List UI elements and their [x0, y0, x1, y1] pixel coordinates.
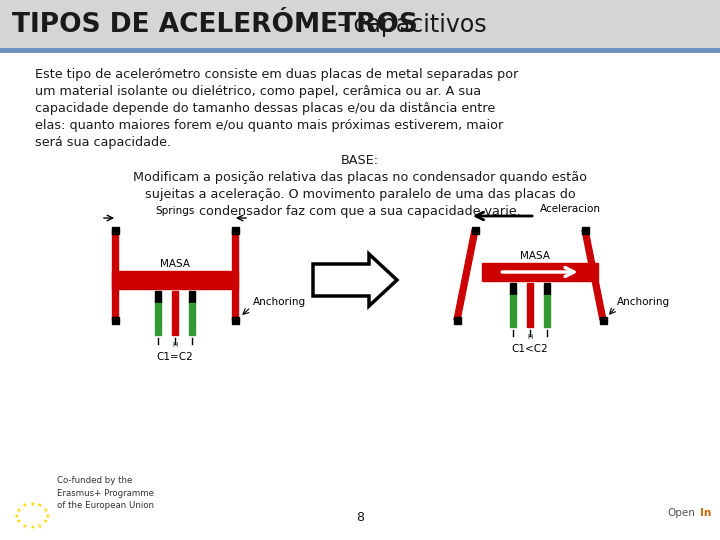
Text: BASE:: BASE: — [341, 154, 379, 167]
Text: C1<C2: C1<C2 — [512, 344, 549, 354]
Text: ★: ★ — [42, 519, 48, 524]
Text: sujeitas a aceleração. O movimento paralelo de uma das placas do: sujeitas a aceleração. O movimento paral… — [145, 188, 575, 201]
Bar — [544, 283, 550, 295]
Bar — [155, 303, 161, 335]
Bar — [172, 291, 178, 335]
Text: MASA: MASA — [520, 251, 550, 261]
Text: TIPOS DE ACELERÓMETROS: TIPOS DE ACELERÓMETROS — [12, 12, 418, 38]
Text: Anchoring: Anchoring — [617, 297, 670, 307]
Polygon shape — [582, 230, 606, 320]
Text: será sua capacidade.: será sua capacidade. — [35, 136, 171, 149]
Text: Este tipo de acelerómetro consiste em duas placas de metal separadas por: Este tipo de acelerómetro consiste em du… — [35, 68, 518, 81]
Bar — [582, 226, 588, 233]
Text: H: H — [527, 334, 533, 340]
Text: ★: ★ — [42, 508, 48, 512]
Text: ★: ★ — [16, 508, 22, 512]
Text: - capacitivos: - capacitivos — [330, 13, 487, 37]
Bar — [155, 291, 161, 303]
Polygon shape — [313, 254, 397, 306]
Bar — [482, 263, 598, 281]
Bar — [232, 230, 238, 320]
Text: ★: ★ — [37, 503, 42, 509]
Text: Aceleracion: Aceleracion — [540, 204, 601, 214]
Bar — [510, 295, 516, 327]
Text: Anchoring: Anchoring — [253, 297, 306, 307]
Text: In: In — [700, 508, 711, 518]
Bar — [189, 291, 195, 303]
Bar — [544, 295, 550, 327]
Text: C1=C2: C1=C2 — [157, 352, 194, 362]
Bar — [472, 226, 479, 233]
Text: ★: ★ — [30, 525, 35, 530]
Bar — [0, 0, 720, 50]
Bar — [112, 316, 119, 323]
Polygon shape — [454, 230, 478, 320]
Bar — [112, 226, 119, 233]
Bar — [189, 303, 195, 335]
Text: H: H — [172, 342, 178, 348]
Text: condensador faz com que a sua capacidade varie.: condensador faz com que a sua capacidade… — [199, 205, 521, 218]
Text: MASA: MASA — [160, 259, 190, 269]
Bar — [600, 316, 606, 323]
Text: ★: ★ — [22, 523, 27, 529]
Text: elas: quanto maiores forem e/ou quanto mais próximas estiverem, maior: elas: quanto maiores forem e/ou quanto m… — [35, 119, 503, 132]
Text: um material isolante ou dielétrico, como papel, cerâmica ou ar. A sua: um material isolante ou dielétrico, como… — [35, 85, 481, 98]
Text: ★: ★ — [22, 503, 27, 509]
Bar — [112, 271, 238, 289]
Bar — [232, 226, 238, 233]
Text: capacidade depende do tamanho dessas placas e/ou da distância entre: capacidade depende do tamanho dessas pla… — [35, 102, 495, 115]
Bar — [112, 230, 118, 320]
Text: Open: Open — [667, 508, 695, 518]
Text: ★: ★ — [16, 519, 22, 524]
Text: 8: 8 — [356, 511, 364, 524]
Text: ★: ★ — [45, 514, 50, 518]
Text: Springs: Springs — [156, 206, 194, 216]
Bar — [232, 316, 238, 323]
Text: ★: ★ — [37, 523, 42, 529]
Bar — [510, 283, 516, 295]
Bar — [527, 283, 533, 327]
Text: Co-funded by the
Erasmus+ Programme
of the European Union: Co-funded by the Erasmus+ Programme of t… — [57, 476, 154, 510]
Text: ★: ★ — [30, 502, 35, 507]
Text: Modificam a posição relativa das placas no condensador quando estão: Modificam a posição relativa das placas … — [133, 171, 587, 184]
Bar — [454, 316, 461, 323]
Text: ★: ★ — [14, 514, 19, 518]
